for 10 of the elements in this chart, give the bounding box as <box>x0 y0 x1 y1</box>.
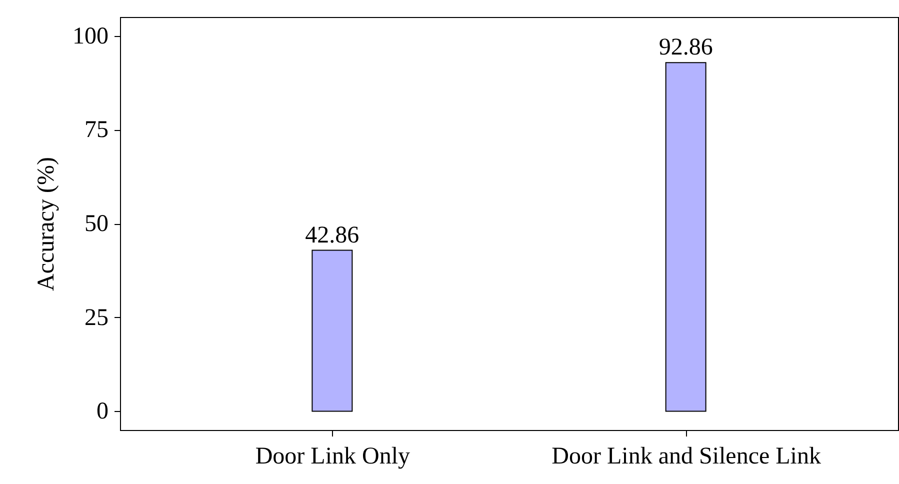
data-label: 42.86 <box>305 222 360 248</box>
y-tick-label: 50 <box>84 211 108 237</box>
x-tick-label: Door Link Only <box>255 444 410 470</box>
y-tick-label: 25 <box>84 304 108 331</box>
data-label: 92.86 <box>658 34 713 61</box>
y-tick-label: 75 <box>84 117 108 144</box>
y-axis-title: Accuracy (%) <box>34 157 60 291</box>
y-tick-label: 100 <box>72 23 108 50</box>
y-tick-label: 0 <box>96 398 108 425</box>
x-tick-label: Door Link and Silence Link <box>552 444 821 470</box>
